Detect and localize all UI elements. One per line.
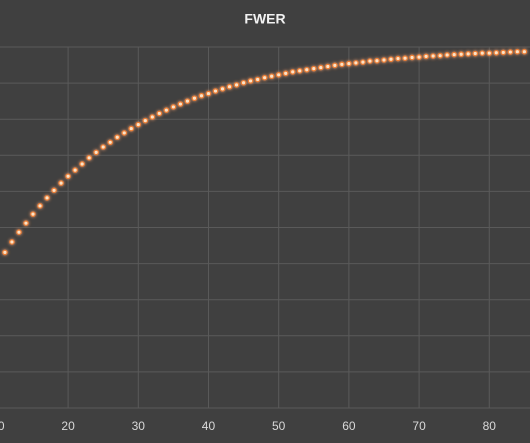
- data-point: [395, 55, 401, 62]
- data-point: [388, 56, 394, 63]
- data-point: [30, 211, 36, 217]
- data-point: [177, 101, 184, 107]
- data-point: [430, 53, 436, 59]
- data-point: [303, 66, 310, 73]
- x-tick-label: 80: [483, 419, 497, 433]
- data-point: [332, 62, 338, 69]
- chart-title: FWER: [244, 11, 285, 27]
- data-point: [514, 48, 521, 55]
- data-point: [289, 69, 296, 75]
- data-point: [170, 104, 177, 110]
- data-point: [416, 54, 422, 60]
- data-point: [191, 95, 198, 102]
- x-tick-label: 30: [132, 419, 146, 433]
- data-point: [121, 130, 128, 136]
- data-point: [163, 107, 170, 113]
- data-point: [472, 50, 479, 57]
- data-point: [451, 51, 457, 58]
- data-point: [318, 64, 324, 71]
- data-point: [86, 155, 92, 161]
- data-point: [493, 49, 500, 56]
- data-point: [233, 82, 240, 88]
- data-point: [381, 57, 387, 63]
- data-point: [353, 60, 359, 66]
- data-point: [226, 83, 233, 90]
- x-tick-label: 10: [0, 419, 5, 433]
- data-point: [51, 187, 57, 194]
- data-point: [44, 195, 50, 201]
- data-point: [156, 110, 163, 117]
- data-point: [402, 55, 408, 61]
- data-point: [423, 53, 429, 60]
- data-point: [219, 86, 226, 92]
- data-point: [100, 144, 106, 150]
- data-point: [296, 68, 303, 74]
- data-point: [128, 125, 135, 132]
- data-point: [465, 51, 472, 57]
- x-tick-label: 60: [342, 419, 356, 433]
- data-point: [93, 149, 99, 156]
- x-tick-label: 20: [61, 419, 75, 433]
- data-point: [9, 239, 15, 245]
- data-point: [268, 73, 275, 80]
- data-point: [254, 76, 261, 83]
- data-point: [261, 74, 268, 81]
- data-point: [437, 52, 443, 59]
- data-point: [58, 180, 64, 186]
- data-point: [79, 161, 85, 167]
- x-tick-label: 70: [412, 419, 426, 433]
- x-tick-label: 40: [202, 419, 216, 433]
- data-point: [16, 229, 22, 235]
- data-point: [486, 50, 493, 56]
- data-point: [339, 61, 345, 68]
- data-point: [409, 54, 415, 61]
- data-point: [149, 114, 156, 120]
- data-point: [37, 203, 43, 209]
- data-point: [247, 78, 254, 84]
- data-point: [23, 220, 29, 226]
- data-point: [282, 70, 289, 77]
- data-point: [107, 139, 114, 146]
- x-tick-label: 50: [272, 419, 286, 433]
- data-point: [346, 60, 352, 67]
- data-point: [212, 88, 219, 94]
- data-point: [205, 90, 212, 97]
- data-point: [275, 71, 282, 78]
- data-point: [72, 167, 78, 173]
- data-point: [135, 121, 142, 128]
- data-point: [444, 52, 450, 58]
- data-point: [2, 249, 8, 256]
- data-point: [65, 173, 71, 180]
- data-point: [360, 59, 366, 65]
- data-point: [240, 79, 247, 86]
- data-point: [142, 117, 149, 124]
- data-point: [521, 48, 528, 55]
- data-point: [479, 50, 486, 56]
- data-point: [198, 92, 205, 99]
- data-point: [374, 57, 380, 64]
- data-point: [184, 98, 191, 104]
- data-point: [507, 49, 514, 55]
- data-point: [114, 134, 121, 141]
- data-point: [310, 65, 317, 72]
- data-point: [458, 51, 465, 58]
- data-point: [367, 58, 373, 64]
- data-point: [500, 49, 507, 56]
- data-point: [325, 63, 331, 70]
